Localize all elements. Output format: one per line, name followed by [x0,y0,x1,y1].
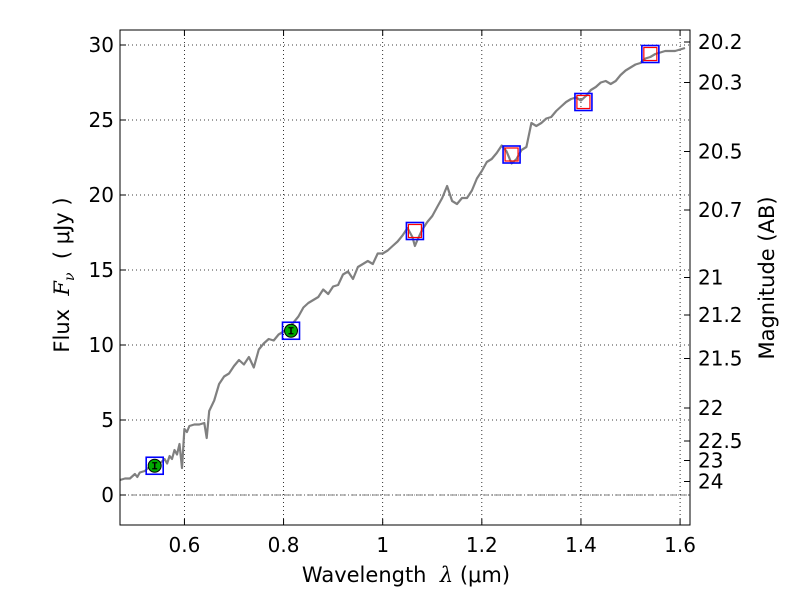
band-points [145,44,660,476]
x-tick-label: 1 [376,533,389,557]
grid-lines [120,30,690,525]
magnitude-tick-label: 20.7 [698,198,743,222]
magnitude-tick-label: 24 [698,470,723,494]
model-flux-marker [407,223,423,239]
x-axis-label: Wavelength λ (μm) [302,563,510,587]
y-right-axis-label: Magnitude (AB) [755,196,779,359]
band-box-marker [281,321,301,341]
magnitude-tick-label: 20.2 [698,30,743,54]
magnitude-tick-label: 21.2 [698,303,743,327]
x-tick-label: 1.6 [664,533,696,557]
y-tick-label: 5 [101,408,114,432]
magnitude-tick-label: 20.5 [698,140,743,164]
y-axis-label: Flux Fν ( μJy ) [50,197,78,352]
magnitude-tick-label: 21.5 [698,347,743,371]
model-band-point [641,44,660,64]
axis-ticks: 0.6 0.8 1 1.2 1.4 1.6 0 5 10 15 20 25 30 20.2 20.3 20.5… [89,30,743,557]
magnitude-tick-label: 20.3 [698,71,743,95]
band-box-marker [502,145,521,164]
x-tick-label: 1.2 [466,533,498,557]
spectrum-series [119,46,686,482]
band-box-marker [574,92,593,112]
plot-frame [119,29,691,526]
band-box-marker [405,221,425,241]
y-tick-label: 0 [101,483,114,507]
model-flux-marker [643,46,658,62]
model-band-point [502,145,521,164]
y-tick-label: 10 [89,333,114,357]
magnitude-tick-label: 22 [698,396,723,420]
y-tick-label: 20 [89,183,114,207]
x-tick-label: 1.4 [565,533,597,557]
model-band-point [405,221,425,241]
spectrum-line [119,46,686,482]
y-tick-label: 15 [89,258,114,282]
model-flux-marker [576,94,591,110]
y-tick-label: 30 [89,33,114,57]
magnitude-tick-label: 23 [698,449,723,473]
x-tick-label: 0.6 [169,533,201,557]
model-band-point [574,92,593,112]
detected-band-point [145,456,164,476]
x-tick-label: 0.8 [268,533,300,557]
magnitude-tick-label: 21 [698,266,723,290]
band-box-marker [641,44,660,64]
band-box-marker [145,456,164,476]
magnitude-tick-label: 22.5 [698,429,743,453]
y-tick-label: 25 [89,108,114,132]
model-flux-marker [504,147,519,162]
detected-band-point [281,321,301,341]
